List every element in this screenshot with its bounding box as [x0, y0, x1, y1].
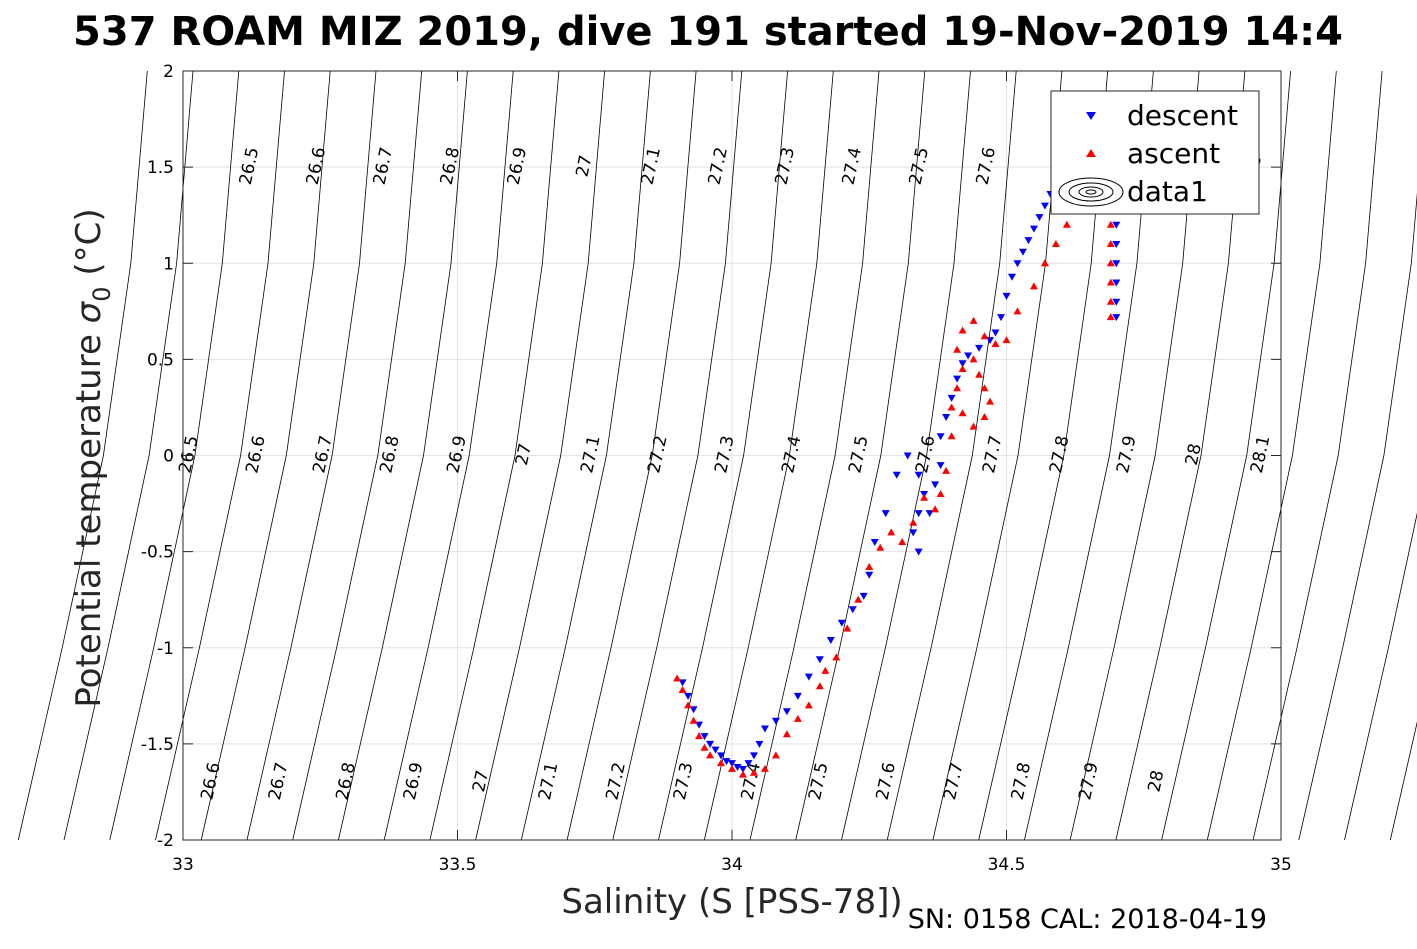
chart-title: 537 ROAM MIZ 2019, dive 191 started 19-N…	[73, 9, 1343, 55]
y-tick-label: 0.5	[147, 350, 174, 370]
y-tick-label: -0.5	[141, 543, 174, 563]
isopycnal-line	[1299, 71, 1417, 840]
y-axis-label-symbol: σ	[69, 300, 109, 323]
y-axis-label-text: Potential temperature	[69, 334, 109, 707]
legend: descent ascent data1	[1051, 91, 1259, 214]
x-tick-label: 33	[172, 855, 194, 875]
legend-ascent-label: ascent	[1127, 137, 1220, 170]
x-tick-label: 34	[721, 855, 743, 875]
isopycnal-line	[1345, 71, 1417, 840]
y-tick-label: -1.5	[141, 735, 174, 755]
y-axis-label: Potential temperature σ0 (°C)	[69, 208, 116, 707]
x-tick-label: 33.5	[439, 855, 477, 875]
x-tick-label: 34.5	[988, 855, 1026, 875]
isopycnal-line	[1390, 71, 1417, 840]
y-tick-label: 1	[163, 254, 174, 274]
y-axis-label-unit: (°C)	[69, 208, 109, 275]
y-tick-label: -1	[157, 639, 174, 659]
y-tick-label: 1.5	[147, 158, 174, 178]
y-tick-label: 2	[163, 62, 174, 82]
y-tick-label: 0	[163, 447, 174, 467]
serial-calibration-text: SN: 0158 CAL: 2018-04-19	[908, 904, 1267, 935]
legend-descent-label: descent	[1127, 99, 1238, 132]
legend-data1-label: data1	[1127, 175, 1208, 208]
y-axis-label-subscript: 0	[88, 286, 116, 301]
x-tick-label: 35	[1270, 855, 1292, 875]
x-axis-label: Salinity (S [PSS-78])	[561, 882, 902, 922]
y-tick-label: -2	[157, 831, 174, 851]
